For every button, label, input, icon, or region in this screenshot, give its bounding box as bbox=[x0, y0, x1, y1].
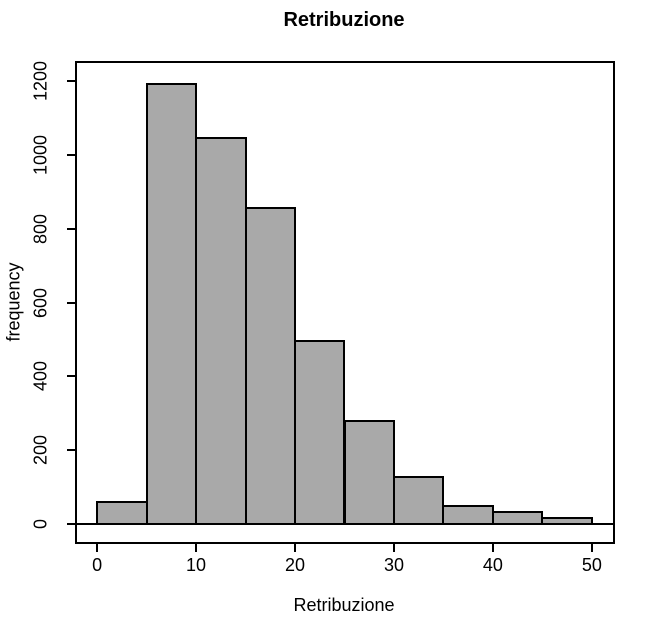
histogram-bar bbox=[145, 83, 198, 526]
y-tick-label: 1200 bbox=[30, 60, 50, 101]
zero-baseline bbox=[74, 523, 615, 526]
x-axis-tick bbox=[294, 544, 297, 552]
x-tick-label: 50 bbox=[581, 555, 602, 575]
y-tick-label: 0 bbox=[30, 519, 50, 530]
chart-title: Retribuzione bbox=[283, 9, 405, 31]
y-axis-tick bbox=[66, 79, 75, 82]
histogram-bar bbox=[96, 501, 148, 526]
y-axis-tick bbox=[66, 153, 75, 156]
x-tick-label: 20 bbox=[285, 555, 306, 575]
x-axis-tick bbox=[392, 544, 395, 552]
histogram-bar bbox=[442, 505, 494, 526]
x-tick-label: 40 bbox=[482, 555, 503, 575]
histogram-bar bbox=[392, 476, 445, 526]
y-axis-tick bbox=[66, 301, 75, 304]
histogram-bar bbox=[195, 137, 247, 526]
y-tick-label: 400 bbox=[30, 361, 50, 392]
x-axis-tick bbox=[590, 544, 593, 552]
y-axis-tick bbox=[66, 449, 75, 452]
y-axis-tick bbox=[66, 523, 75, 526]
plot-area: 0 200 400 600 800 1000 1200 0 10 20 30 40 50 bbox=[30, 61, 615, 575]
x-tick-label: 10 bbox=[186, 555, 207, 575]
x-axis-label: Retribuzione bbox=[293, 595, 395, 615]
y-axis-label: frequency bbox=[3, 262, 24, 342]
histogram-bar bbox=[343, 419, 395, 526]
y-axis-tick bbox=[66, 227, 75, 230]
y-tick-label: 200 bbox=[30, 435, 50, 466]
histogram-bar bbox=[244, 207, 296, 526]
y-tick-label: 600 bbox=[30, 287, 50, 318]
y-axis-tick bbox=[66, 375, 75, 378]
x-tick-label: 30 bbox=[383, 555, 404, 575]
histogram-bar bbox=[294, 340, 346, 526]
x-axis-tick bbox=[195, 544, 198, 552]
x-tick-label: 0 bbox=[92, 555, 103, 575]
x-axis-tick bbox=[96, 544, 99, 552]
y-tick-label: 800 bbox=[30, 213, 50, 244]
y-tick-label: 1000 bbox=[30, 134, 50, 175]
x-axis-tick bbox=[491, 544, 494, 552]
